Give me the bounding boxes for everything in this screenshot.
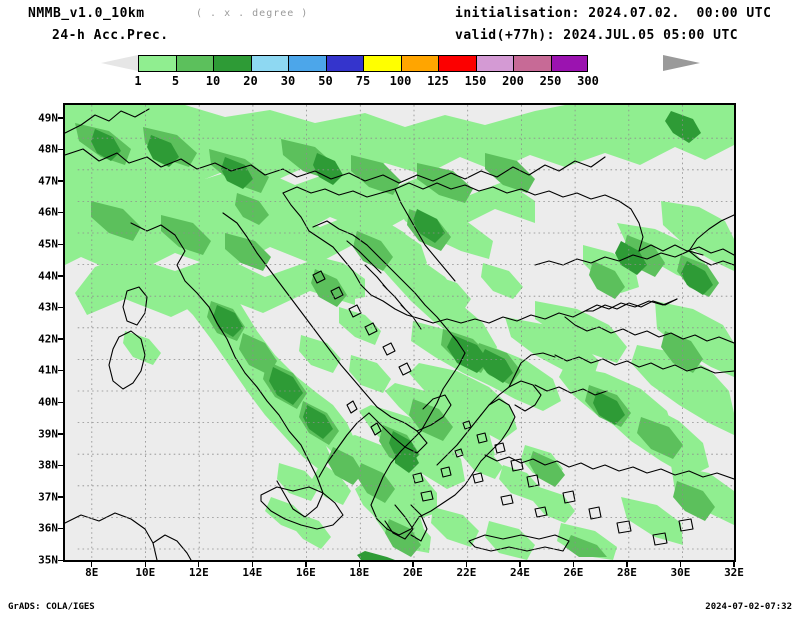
colorbar-tick-250: 250: [539, 74, 562, 88]
colorbar-tick-100: 100: [389, 74, 412, 88]
lat-tickmark: [58, 338, 63, 340]
colorbar-swatch-100: [400, 55, 438, 72]
colorbar-tick-200: 200: [502, 74, 524, 88]
lon-tick-10E: 10E: [135, 566, 156, 579]
colorbar-tick-1: 1: [134, 74, 142, 88]
lat-tick-45N: 45N: [38, 237, 58, 251]
colorbar-low-arrow-icon: [101, 55, 138, 71]
lat-tickmark: [58, 369, 63, 372]
lat-tick-35N: 35N: [38, 553, 58, 567]
lat-tickmark: [58, 211, 63, 214]
initialisation-time: initialisation: 2024.07.02. 00:00 UTC: [455, 6, 772, 21]
lon-tick-28E: 28E: [617, 566, 637, 579]
lon-tickmark: [91, 562, 93, 567]
lat-tick-38N: 38N: [38, 458, 58, 472]
colorbar-swatch-20: [250, 55, 288, 72]
lon-tickmark: [733, 562, 735, 567]
lat-tick-39N: 39N: [38, 427, 58, 441]
lon-tickmark: [626, 562, 628, 567]
lon-tick-20E: 20E: [402, 566, 423, 579]
lon-tick-18E: 18E: [349, 566, 370, 579]
lon-tickmark: [572, 562, 575, 567]
colorbar-tick-125: 125: [427, 74, 449, 88]
lon-tick-14E: 14E: [242, 566, 263, 579]
lon-tick-32E: 32E: [724, 566, 744, 579]
colorbar-tick-30: 30: [280, 74, 296, 88]
lat-tick-42N: 42N: [38, 332, 58, 346]
lon-tick-22E: 22E: [456, 566, 477, 579]
colorbar-high-arrow-icon: [663, 55, 700, 71]
lat-tick-41N: 41N: [38, 363, 58, 377]
lon-tickmark: [198, 562, 200, 567]
lat-tickmark: [58, 243, 63, 245]
lat-tickmark: [58, 401, 63, 403]
field-name: 24-h Acc.Prec.: [52, 28, 169, 43]
lat-tick-49N: 49N: [38, 111, 58, 125]
lon-tick-26E: 26E: [563, 566, 584, 579]
lat-tick-43N: 43N: [38, 300, 58, 314]
colorbar-swatch-125: [438, 55, 476, 72]
colorbar-tick-300: 300: [577, 74, 599, 88]
precipitation-map[interactable]: [63, 103, 736, 562]
lat-tick-46N: 46N: [38, 205, 58, 219]
lon-tickmark: [251, 562, 253, 567]
lat-tickmark: [58, 464, 63, 467]
map-canvas: [65, 105, 734, 560]
colorbar-tick-75: 75: [355, 74, 371, 88]
lon-tickmark: [412, 562, 414, 567]
lon-tickmark: [305, 562, 307, 567]
lon-tickmark: [519, 562, 521, 567]
lat-tick-44N: 44N: [38, 269, 58, 283]
coastline-layer: [65, 108, 734, 560]
colorbar-swatch-50: [325, 55, 363, 72]
lat-tickmark: [58, 117, 63, 119]
lat-tickmark: [58, 148, 63, 151]
colorbar-tick-5: 5: [171, 74, 180, 88]
lon-tick-16E: 16E: [295, 566, 316, 579]
lat-tickmark: [58, 306, 63, 309]
lat-tickmark: [58, 559, 63, 561]
lat-tickmark: [58, 527, 63, 530]
colorbar-swatch-5: [175, 55, 213, 72]
precip-layer-10-20mm: [91, 111, 713, 560]
lon-tick-12E: 12E: [188, 566, 209, 579]
colorbar-swatch-30: [288, 55, 326, 72]
model-resolution: ( . x . degree ): [196, 8, 309, 19]
model-name: NMMB_v1.0_10km: [28, 6, 145, 21]
colorbar-tick-20: 20: [243, 74, 258, 88]
lon-tickmark: [679, 562, 682, 567]
colorbar-legend: 1 5 10 20 30 50 75 100 125 150 200 250 300: [0, 48, 800, 88]
colorbar-tick-10: 10: [205, 74, 221, 88]
colorbar-swatch-10: [213, 55, 251, 72]
colorbar-tick-150: 150: [464, 74, 487, 88]
colorbar-tick-50: 50: [318, 74, 333, 88]
lat-tick-40N: 40N: [38, 395, 58, 409]
colorbar-swatch-1: [138, 55, 176, 72]
lon-tickmark: [144, 562, 146, 567]
plot-timestamp: 2024-07-02-07:32: [705, 602, 792, 612]
lon-tickmark: [358, 562, 361, 567]
lon-tick-8E: 8E: [85, 566, 99, 579]
lat-tickmark: [58, 433, 63, 435]
colorbar-swatch-75: [363, 55, 401, 72]
lon-tick-30E: 30E: [670, 566, 691, 579]
colorbar-swatch-250: [550, 55, 588, 72]
colorbar-swatch-200: [513, 55, 551, 72]
lat-tick-47N: 47N: [38, 174, 58, 188]
colorbar-tick-labels: 1 5 10 20 30 50 75 100 125 150 200 250 300: [0, 74, 800, 88]
grads-credit: GrADS: COLA/IGES: [8, 602, 95, 612]
lon-tick-24E: 24E: [509, 566, 530, 579]
lat-tick-37N: 37N: [38, 490, 58, 504]
lat-tickmark: [58, 275, 63, 277]
lat-tickmark: [58, 180, 63, 182]
lat-tickmark: [58, 496, 63, 498]
colorbar-swatch-150: [475, 55, 513, 72]
lon-tickmark: [465, 562, 468, 567]
lat-tick-48N: 48N: [38, 142, 58, 156]
colorbar-swatches: [138, 55, 588, 72]
lat-tick-36N: 36N: [38, 521, 58, 535]
valid-time: valid(+77h): 2024.JUL.05 05:00 UTC: [455, 28, 739, 43]
